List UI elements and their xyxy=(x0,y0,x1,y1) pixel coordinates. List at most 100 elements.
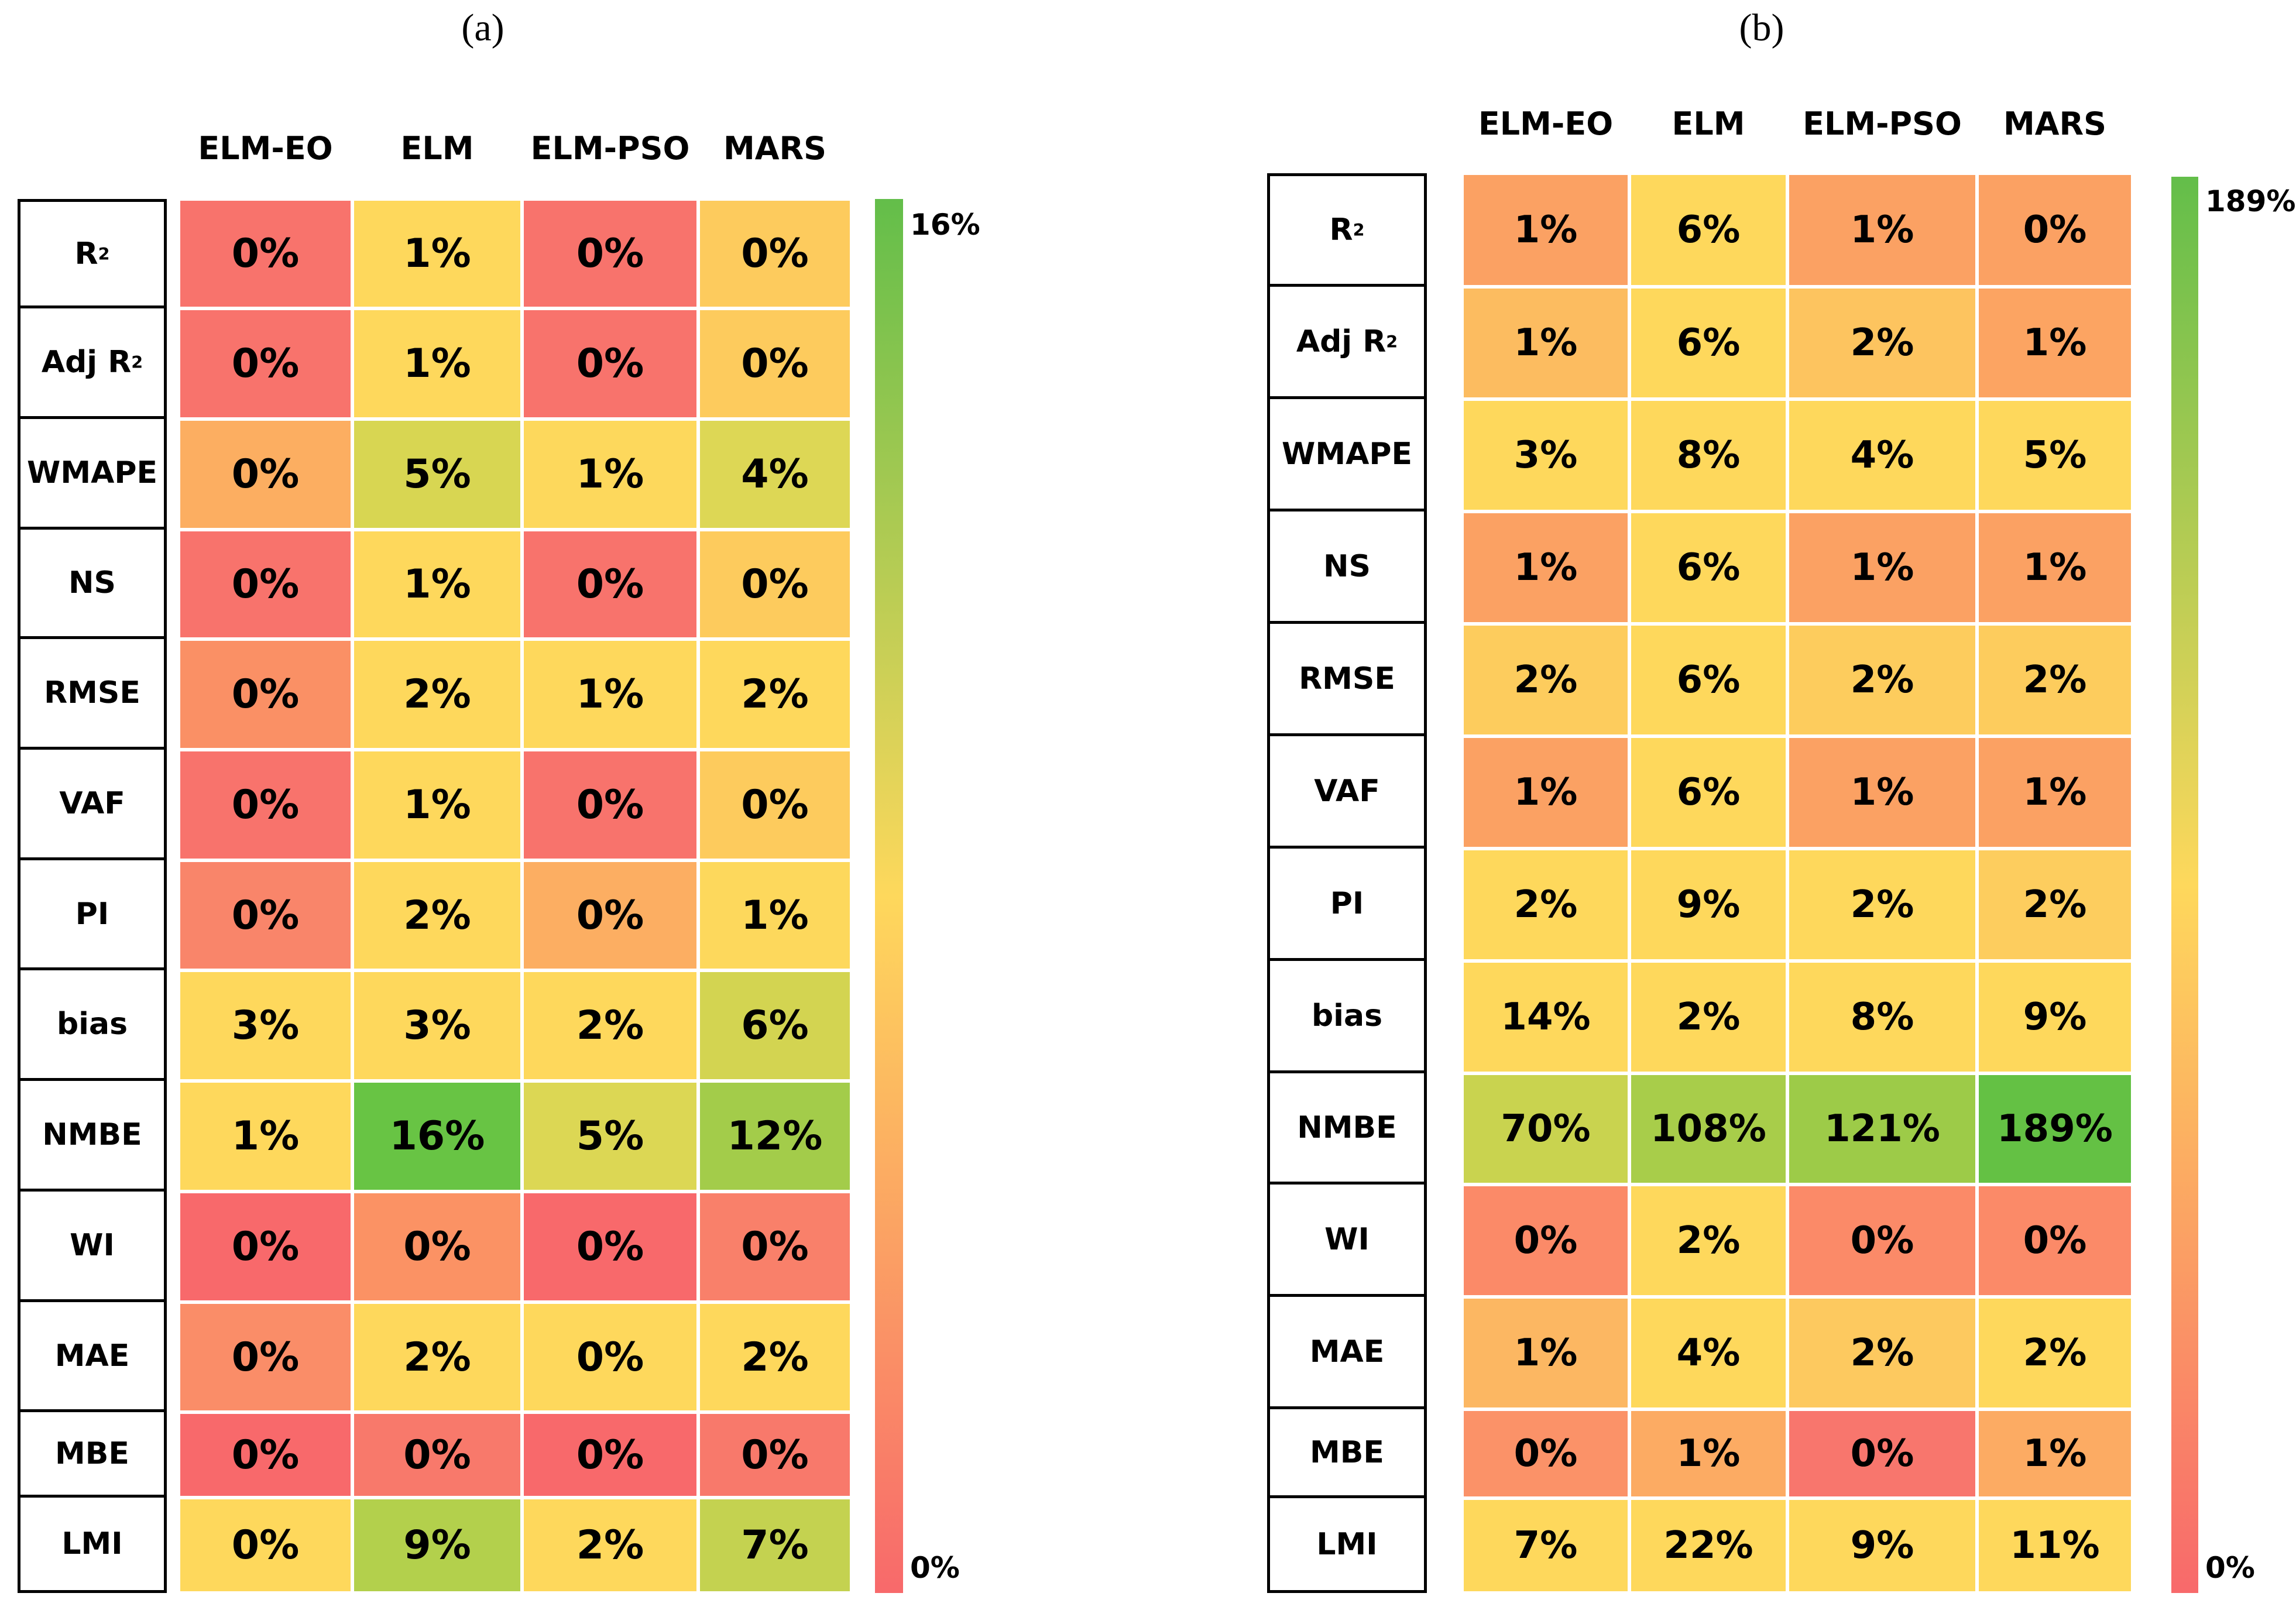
heatmap-cell: 7% xyxy=(1462,1498,1629,1593)
column-header: ELM-EO xyxy=(1478,105,1614,142)
heatmap-cell: 0% xyxy=(1787,1185,1977,1297)
heatmap-cell: 1% xyxy=(522,419,698,530)
heatmap-cell: 1% xyxy=(179,1081,352,1192)
heatmap-cell: 9% xyxy=(352,1498,522,1593)
row-label: bias xyxy=(18,970,167,1081)
heatmap-cell: 6% xyxy=(698,970,852,1081)
row-label: PI xyxy=(1267,849,1427,961)
row-label: PI xyxy=(18,860,167,970)
heatmap-cell: 0% xyxy=(698,308,852,419)
row-label: MBE xyxy=(1267,1409,1427,1498)
heatmap-cell: 2% xyxy=(352,860,522,970)
heatmap-cell: 0% xyxy=(522,1192,698,1302)
heatmap-cell: 1% xyxy=(1977,511,2133,624)
heatmap-cell: 1% xyxy=(1787,173,1977,287)
panel-label: (b) xyxy=(1739,6,1784,49)
heatmap-cell: 6% xyxy=(1629,173,1787,287)
heatmap-cell: 1% xyxy=(1462,511,1629,624)
heatmap-cell: 1% xyxy=(1462,736,1629,849)
colorbar-min-label: 0% xyxy=(2205,1551,2255,1585)
row-label: VAF xyxy=(18,750,167,860)
heatmap-cell: 0% xyxy=(1787,1409,1977,1498)
heatmap-cell: 0% xyxy=(698,199,852,308)
heatmap-cell: 108% xyxy=(1629,1073,1787,1185)
heatmap-cell: 0% xyxy=(1977,173,2133,287)
heatmap-cell: 0% xyxy=(179,1302,352,1412)
heatmap-cell: 0% xyxy=(698,530,852,639)
heatmap-cell: 2% xyxy=(1787,287,1977,399)
heatmap-cell: 1% xyxy=(1977,1409,2133,1498)
row-label: RMSE xyxy=(18,639,167,750)
heatmap-cell: 1% xyxy=(352,199,522,308)
row-label: NMBE xyxy=(18,1081,167,1192)
column-header: MARS xyxy=(2003,105,2106,142)
heatmap-cell: 2% xyxy=(352,1302,522,1412)
heatmap-cell: 1% xyxy=(352,308,522,419)
heatmap-cell: 0% xyxy=(179,750,352,860)
heatmap-cell: 0% xyxy=(1462,1185,1629,1297)
colorbar xyxy=(875,199,903,1593)
row-label: RMSE xyxy=(1267,624,1427,736)
heatmap-cell: 0% xyxy=(179,530,352,639)
heatmap-cell: 5% xyxy=(522,1081,698,1192)
colorbar-max-label: 16% xyxy=(910,208,980,242)
row-label: bias xyxy=(1267,961,1427,1073)
heatmap-cell: 4% xyxy=(1629,1297,1787,1409)
heatmap-cell: 2% xyxy=(1629,961,1787,1073)
row-label: MAE xyxy=(1267,1297,1427,1409)
heatmap-cell: 0% xyxy=(522,199,698,308)
heatmap-cell: 2% xyxy=(1977,624,2133,736)
heatmap-cell: 0% xyxy=(179,639,352,750)
colorbar-max-label: 189% xyxy=(2205,184,2296,218)
column-header: ELM-EO xyxy=(198,130,333,167)
column-header: ELM-PSO xyxy=(1803,105,1962,142)
row-label: WMAPE xyxy=(1267,399,1427,511)
heatmap-cell: 6% xyxy=(1629,624,1787,736)
row-label: LMI xyxy=(1267,1498,1427,1593)
heatmap-cell: 0% xyxy=(179,199,352,308)
heatmap-cell: 7% xyxy=(698,1498,852,1593)
heatmap-cell: 2% xyxy=(1787,1297,1977,1409)
heatmap-cell: 2% xyxy=(1462,624,1629,736)
heatmap-cell: 0% xyxy=(179,1192,352,1302)
heatmap-cell: 9% xyxy=(1629,849,1787,961)
heatmap-cell: 0% xyxy=(179,1498,352,1593)
heatmap-cell: 0% xyxy=(522,750,698,860)
heatmap-cell: 2% xyxy=(1787,849,1977,961)
heatmap-cell: 0% xyxy=(179,419,352,530)
heatmap-cell: 0% xyxy=(522,308,698,419)
row-label: NS xyxy=(1267,511,1427,624)
row-label: WI xyxy=(18,1192,167,1302)
heatmap-cell: 121% xyxy=(1787,1073,1977,1185)
heatmap-cell: 8% xyxy=(1629,399,1787,511)
heatmap-cell: 2% xyxy=(698,1302,852,1412)
row-label: VAF xyxy=(1267,736,1427,849)
heatmap-cell: 2% xyxy=(1462,849,1629,961)
heatmap-cell: 0% xyxy=(522,1412,698,1498)
heatmap-cell: 0% xyxy=(522,1302,698,1412)
heatmap-cell: 2% xyxy=(352,639,522,750)
heatmap-cell: 1% xyxy=(1977,736,2133,849)
column-header: ELM xyxy=(1672,105,1745,142)
heatmap-cell: 3% xyxy=(1462,399,1629,511)
heatmap-cell: 1% xyxy=(352,530,522,639)
heatmap-cell: 0% xyxy=(522,860,698,970)
heatmap-cell: 0% xyxy=(179,860,352,970)
heatmap-cell: 0% xyxy=(352,1192,522,1302)
heatmap-cell: 1% xyxy=(698,860,852,970)
heatmap-cell: 1% xyxy=(522,639,698,750)
heatmap-cell: 70% xyxy=(1462,1073,1629,1185)
row-label: NMBE xyxy=(1267,1073,1427,1185)
heatmap-cell: 1% xyxy=(1787,736,1977,849)
heatmap-cell: 14% xyxy=(1462,961,1629,1073)
heatmap-cell: 2% xyxy=(1629,1185,1787,1297)
heatmap-cell: 5% xyxy=(352,419,522,530)
row-label: NS xyxy=(18,530,167,639)
heatmap-cell: 4% xyxy=(1787,399,1977,511)
heatmap-cell: 3% xyxy=(352,970,522,1081)
heatmap-cell: 4% xyxy=(698,419,852,530)
heatmap-cell: 9% xyxy=(1787,1498,1977,1593)
